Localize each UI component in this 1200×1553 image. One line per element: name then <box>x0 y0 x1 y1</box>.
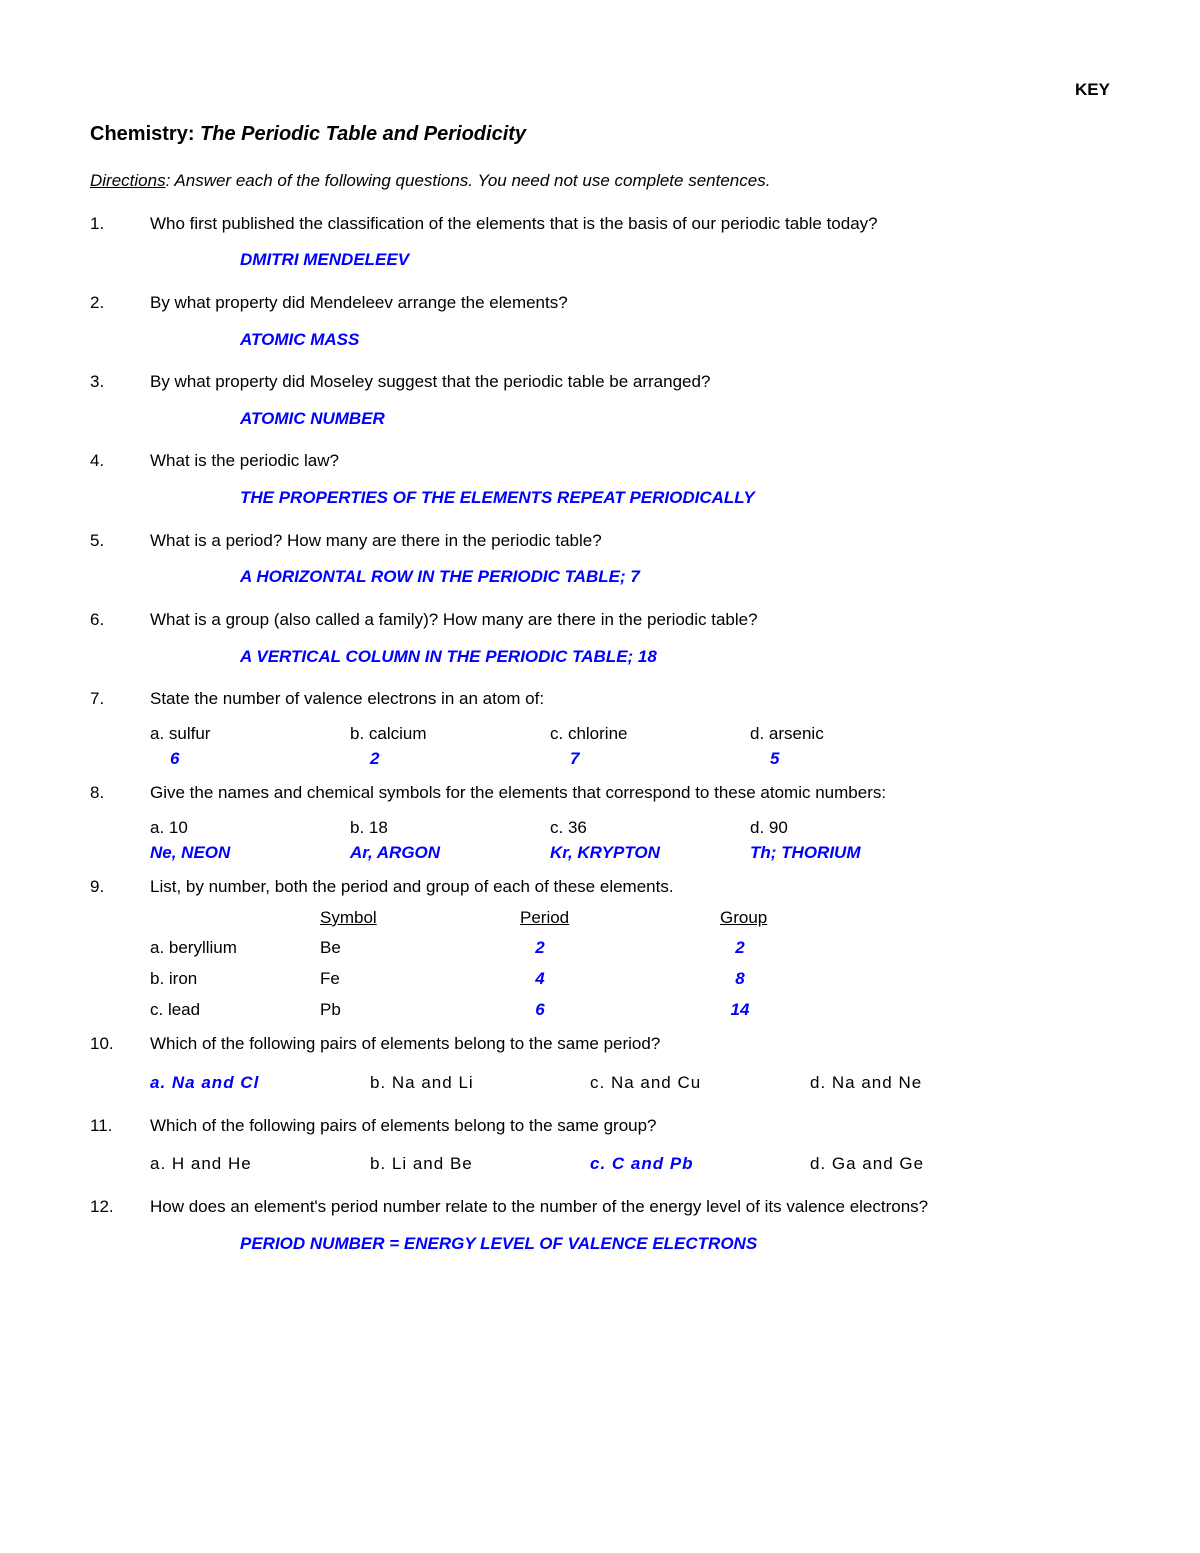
q5-number: 5. <box>90 529 150 554</box>
q7-b-answer: 2 <box>370 747 550 772</box>
q12-number: 12. <box>90 1195 150 1220</box>
q6-answer: A VERTICAL COLUMN IN THE PERIODIC TABLE;… <box>240 645 1110 670</box>
q11-option-b: b. Li and Be <box>370 1152 590 1177</box>
q8-d-label: d. 90 <box>750 816 950 841</box>
question-12: 12. How does an element's period number … <box>90 1195 1110 1256</box>
q7-a-label: a. sulfur <box>150 722 350 747</box>
q4-text: What is the periodic law? <box>150 449 1110 474</box>
q7-c-answer: 7 <box>570 747 750 772</box>
q9-r2-name: b. iron <box>150 967 320 992</box>
q2-number: 2. <box>90 291 150 316</box>
q8-b-answer: Ar, ARGON <box>350 841 550 866</box>
q9-r2-group: 8 <box>720 967 760 992</box>
q8-c-answer: Kr, KRYPTON <box>550 841 750 866</box>
question-3: 3. By what property did Moseley suggest … <box>90 370 1110 431</box>
q2-text: By what property did Mendeleev arrange t… <box>150 291 1110 316</box>
q9-r1-name: a. beryllium <box>150 936 320 961</box>
q10-option-c: c. Na and Cu <box>590 1071 810 1096</box>
question-9: 9. List, by number, both the period and … <box>90 875 1110 1022</box>
q9-r1-symbol: Be <box>320 936 520 961</box>
q8-a-label: a. 10 <box>150 816 350 841</box>
q10-number: 10. <box>90 1032 150 1057</box>
question-8: 8. Give the names and chemical symbols f… <box>90 781 1110 865</box>
q11-option-d: d. Ga and Ge <box>810 1152 1030 1177</box>
q9-r2-period: 4 <box>520 967 560 992</box>
q7-d-answer: 5 <box>770 747 950 772</box>
q9-text: List, by number, both the period and gro… <box>150 875 1110 900</box>
q7-text: State the number of valence electrons in… <box>150 687 1110 712</box>
question-5: 5. What is a period? How many are there … <box>90 529 1110 590</box>
q10-option-a: a. Na and Cl <box>150 1071 370 1096</box>
q10-option-b: b. Na and Li <box>370 1071 590 1096</box>
q12-text: How does an element's period number rela… <box>150 1195 1110 1220</box>
q10-text: Which of the following pairs of elements… <box>150 1032 1110 1057</box>
q9-r3-group: 14 <box>720 998 760 1023</box>
q8-text: Give the names and chemical symbols for … <box>150 781 1110 806</box>
title-subject: The Periodic Table and Periodicity <box>200 123 526 145</box>
page-title: Chemistry: The Periodic Table and Period… <box>90 120 1110 149</box>
q1-text: Who first published the classification o… <box>150 212 1110 237</box>
q12-answer: PERIOD NUMBER = ENERGY LEVEL OF VALENCE … <box>240 1232 1110 1257</box>
q5-answer: A HORIZONTAL ROW IN THE PERIODIC TABLE; … <box>240 565 1110 590</box>
q8-a-answer: Ne, NEON <box>150 841 350 866</box>
q11-option-c: c. C and Pb <box>590 1152 810 1177</box>
q9-r2-symbol: Fe <box>320 967 520 992</box>
q9-r3-symbol: Pb <box>320 998 520 1023</box>
q1-answer: DMITRI MENDELEEV <box>240 248 1110 273</box>
q9-header-symbol: Symbol <box>320 906 520 931</box>
q3-number: 3. <box>90 370 150 395</box>
question-6: 6. What is a group (also called a family… <box>90 608 1110 669</box>
question-4: 4. What is the periodic law? THE PROPERT… <box>90 449 1110 510</box>
q7-number: 7. <box>90 687 150 712</box>
question-11: 11. Which of the following pairs of elem… <box>90 1114 1110 1177</box>
q9-r3-period: 6 <box>520 998 560 1023</box>
directions-text: : Answer each of the following questions… <box>166 171 771 190</box>
directions-label: Directions <box>90 171 166 190</box>
q9-r1-period: 2 <box>520 936 560 961</box>
q2-answer: ATOMIC MASS <box>240 328 1110 353</box>
key-label: KEY <box>1075 78 1110 103</box>
q11-option-a: a. H and He <box>150 1152 370 1177</box>
q9-number: 9. <box>90 875 150 900</box>
title-prefix: Chemistry: <box>90 123 200 145</box>
q11-number: 11. <box>90 1114 150 1139</box>
q4-answer: THE PROPERTIES OF THE ELEMENTS REPEAT PE… <box>240 486 1110 511</box>
directions: Directions: Answer each of the following… <box>90 169 1110 194</box>
q9-r3-name: c. lead <box>150 998 320 1023</box>
q3-text: By what property did Moseley suggest tha… <box>150 370 1110 395</box>
q8-b-label: b. 18 <box>350 816 550 841</box>
q9-r1-group: 2 <box>720 936 760 961</box>
q9-header-group: Group <box>720 906 880 931</box>
q3-answer: ATOMIC NUMBER <box>240 407 1110 432</box>
question-10: 10. Which of the following pairs of elem… <box>90 1032 1110 1095</box>
q7-c-label: c. chlorine <box>550 722 750 747</box>
q7-b-label: b. calcium <box>350 722 550 747</box>
q4-number: 4. <box>90 449 150 474</box>
q11-text: Which of the following pairs of elements… <box>150 1114 1110 1139</box>
question-7: 7. State the number of valence electrons… <box>90 687 1110 771</box>
q8-d-answer: Th; THORIUM <box>750 841 950 866</box>
q5-text: What is a period? How many are there in … <box>150 529 1110 554</box>
q1-number: 1. <box>90 212 150 237</box>
q8-number: 8. <box>90 781 150 806</box>
q7-a-answer: 6 <box>170 747 350 772</box>
q7-d-label: d. arsenic <box>750 722 950 747</box>
q9-header-period: Period <box>520 906 720 931</box>
question-1: 1. Who first published the classificatio… <box>90 212 1110 273</box>
question-2: 2. By what property did Mendeleev arrang… <box>90 291 1110 352</box>
q10-option-d: d. Na and Ne <box>810 1071 1030 1096</box>
q6-text: What is a group (also called a family)? … <box>150 608 1110 633</box>
q8-c-label: c. 36 <box>550 816 750 841</box>
worksheet-page: KEY Chemistry: The Periodic Table and Pe… <box>0 0 1200 1553</box>
q6-number: 6. <box>90 608 150 633</box>
